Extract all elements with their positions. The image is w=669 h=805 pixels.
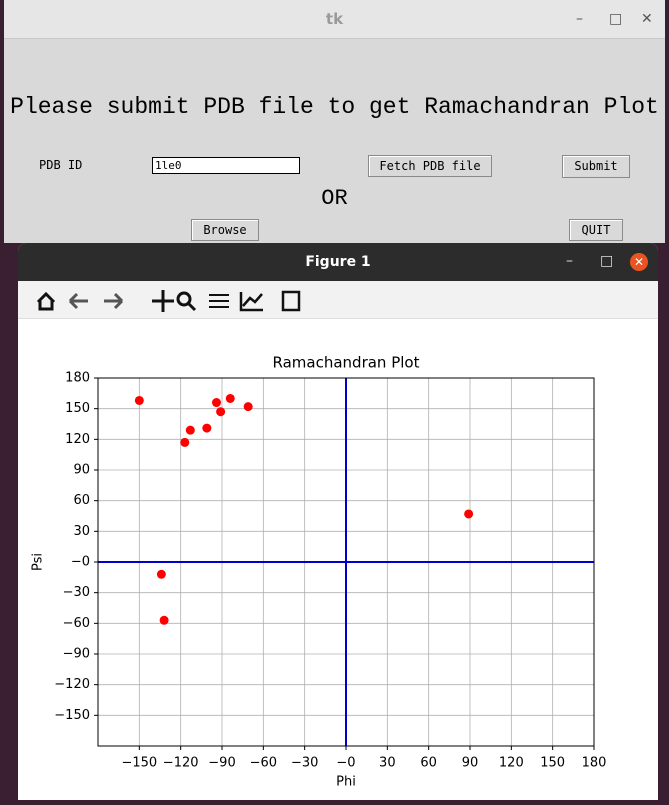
x-tick-label: 180: [582, 756, 607, 771]
point: [134, 395, 144, 405]
point: [159, 615, 169, 625]
y-tick-label: −150: [54, 708, 90, 723]
forward-icon[interactable]: [104, 292, 124, 310]
point: [464, 509, 474, 519]
window-title: tk: [325, 10, 344, 28]
save-icon[interactable]: [281, 290, 301, 312]
pdb-id-label: PDB ID: [39, 158, 83, 172]
y-tick-label: −120: [54, 677, 90, 692]
x-tick-label: 30: [379, 756, 396, 771]
point: [216, 407, 226, 417]
minimize-button[interactable]: –: [576, 11, 583, 27]
point: [211, 398, 221, 408]
x-tick-label: 150: [540, 756, 565, 771]
point: [243, 402, 253, 412]
maximize-button[interactable]: □: [600, 253, 614, 269]
y-axis-label: Psi: [31, 553, 46, 571]
zoom-icon[interactable]: [176, 291, 192, 307]
y-tick-label: 60: [73, 493, 90, 508]
x-tick-label: −30: [291, 756, 318, 771]
x-tick-label: 120: [499, 756, 524, 771]
title-bar: Figure 1 – □ ✕: [18, 243, 658, 281]
axes-frame: [97, 377, 595, 747]
y-tick-label: −0: [71, 555, 90, 570]
x-axis-label: Phi: [336, 775, 356, 790]
y-tick-label: −60: [63, 616, 90, 631]
pan-icon[interactable]: [152, 290, 174, 312]
minimize-button[interactable]: –: [566, 253, 573, 269]
figure-window: Figure 1 – □ ✕ Ramachandran Plot Phi Psi…: [18, 243, 658, 800]
pdb-id-input[interactable]: 1le0: [152, 157, 300, 174]
fetch-button[interactable]: Fetch PDB file: [368, 155, 492, 177]
quit-button[interactable]: QUIT: [569, 219, 623, 241]
close-button[interactable]: ✕: [630, 253, 648, 271]
x-tick-label: −150: [121, 756, 157, 771]
point: [225, 393, 235, 403]
home-icon[interactable]: [36, 291, 56, 311]
x-tick-label: −0: [336, 756, 355, 771]
chart-title: Ramachandran Plot: [273, 354, 420, 372]
title-bar: tk – □ ✕: [4, 0, 665, 39]
y-tick-label: −90: [63, 647, 90, 662]
maximize-button[interactable]: □: [609, 11, 623, 27]
or-text: OR: [321, 186, 348, 211]
point: [202, 423, 212, 433]
configure-icon[interactable]: [209, 294, 229, 308]
back-icon[interactable]: [68, 292, 88, 310]
window-title: Figure 1: [305, 254, 371, 270]
x-tick-label: 60: [420, 756, 437, 771]
zoom-handle: [187, 302, 197, 312]
chart: Ramachandran Plot Phi Psi −150 −120 −90 −60…: [31, 354, 607, 790]
x-tick-label: −120: [163, 756, 199, 771]
y-tick-label: −30: [63, 585, 90, 600]
browse-button[interactable]: Browse: [191, 219, 259, 241]
tk-window: tk – □ ✕ Please submit PDB file to get R…: [4, 0, 665, 243]
x-tick-label: 90: [462, 756, 479, 771]
y-tick-label: 90: [73, 463, 90, 478]
x-tick-label: −60: [250, 756, 277, 771]
point: [180, 437, 190, 447]
toolbar: [18, 281, 658, 319]
point: [156, 569, 166, 579]
close-button[interactable]: ✕: [641, 11, 653, 27]
submit-button[interactable]: Submit: [562, 155, 630, 178]
x-tick-label: −90: [208, 756, 235, 771]
point: [185, 425, 195, 435]
y-tick-label: 150: [65, 401, 90, 416]
edit-axis-icon[interactable]: [239, 292, 263, 312]
y-tick-label: 120: [65, 432, 90, 447]
y-tick-label: 180: [65, 371, 90, 386]
y-tick-label: 30: [73, 524, 90, 539]
heading: Please submit PDB file to get Ramachandr…: [10, 94, 659, 120]
